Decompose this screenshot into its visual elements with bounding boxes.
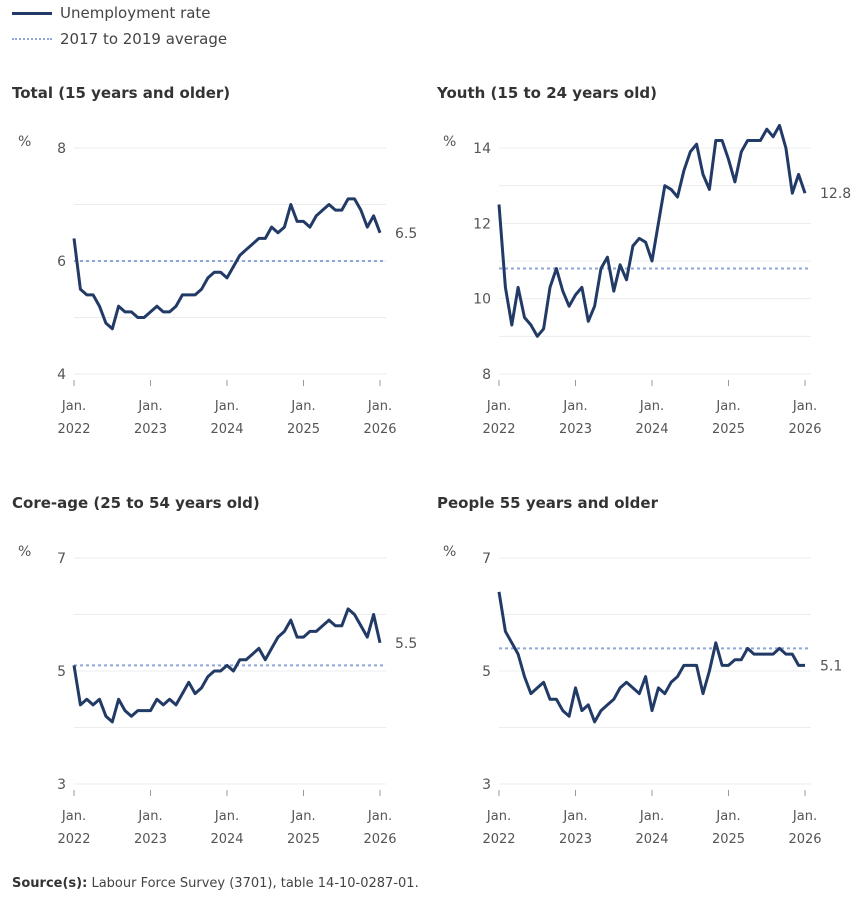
- chart-svg: % 3 5 7 Jan. 2022 Jan. 2023 Jan. 2024 Jan. 2025 Jan.…: [18, 544, 417, 847]
- y-tick-label: 3: [57, 777, 66, 793]
- legend-label: Unemployment rate: [60, 4, 211, 22]
- x-tick-label-month: Jan.: [562, 399, 587, 414]
- y-tick-label: 14: [473, 141, 491, 157]
- panel-55-plus: People 55 years and older % 3 5 7 Jan. 2022 Ja…: [425, 490, 850, 890]
- x-tick-label-month: Jan.: [715, 809, 740, 824]
- panel-total: Total (15 years and older) % 4 6 8 Jan. 2022 J…: [0, 80, 425, 480]
- x-tick-label-month: Jan.: [137, 809, 162, 824]
- x-tick-label-month: Jan.: [486, 399, 511, 414]
- x-tick-label-year: 2026: [363, 422, 396, 437]
- y-axis-unit-label: %: [18, 544, 31, 560]
- y-tick-label: 12: [473, 216, 491, 232]
- x-tick-label-year: 2026: [788, 422, 821, 437]
- x-tick-label-year: 2022: [482, 832, 515, 847]
- last-value-label: 5.1: [820, 658, 842, 674]
- y-tick-label: 4: [57, 367, 66, 383]
- legend-item-unemployment-rate: Unemployment rate: [12, 0, 227, 26]
- last-value-label: 6.5: [395, 226, 417, 242]
- legend: Unemployment rate 2017 to 2019 average: [12, 0, 227, 52]
- panel-title: Total (15 years and older): [12, 84, 231, 102]
- y-axis-unit-label: %: [443, 134, 456, 150]
- x-tick-label-year: 2025: [712, 832, 745, 847]
- x-tick-label-year: 2024: [635, 832, 668, 847]
- y-tick-label: 5: [482, 664, 491, 680]
- x-tick-label-month: Jan.: [639, 809, 664, 824]
- legend-label: 2017 to 2019 average: [60, 30, 228, 48]
- dotted-line-swatch-icon: [12, 38, 52, 40]
- y-tick-label: 8: [482, 367, 491, 383]
- x-tick-label-month: Jan.: [715, 399, 740, 414]
- x-tick-label-year: 2022: [57, 832, 90, 847]
- x-tick-label-year: 2025: [712, 422, 745, 437]
- y-axis-unit-label: %: [443, 544, 456, 560]
- x-tick-label-month: Jan.: [61, 809, 86, 824]
- chart-svg: % 3 5 7 Jan. 2022 Jan. 2023 Jan. 2024 Jan. 2025 Jan.…: [443, 544, 842, 847]
- x-tick-label-month: Jan.: [367, 399, 392, 414]
- last-value-label: 12.8: [820, 186, 851, 202]
- chart-svg: % 8 10 12 14 Jan. 2022 Jan. 2023 Jan. 2024 Jan. 2025…: [443, 123, 851, 437]
- x-tick-label-year: 2023: [134, 832, 167, 847]
- x-tick-label-month: Jan.: [137, 399, 162, 414]
- unemployment-rate-line: [497, 591, 805, 724]
- solid-line-swatch-icon: [12, 11, 52, 15]
- x-tick-label-year: 2024: [210, 832, 243, 847]
- x-tick-label-year: 2026: [788, 832, 821, 847]
- x-tick-label-year: 2023: [559, 422, 592, 437]
- x-tick-label-month: Jan.: [214, 809, 239, 824]
- y-tick-label: 6: [57, 254, 66, 270]
- x-tick-label-month: Jan.: [792, 809, 817, 824]
- chart-svg: % 4 6 8 Jan. 2022 Jan. 2023 Jan. 2024 Jan. 2025 Jan.…: [18, 134, 417, 437]
- x-tick-label-month: Jan.: [792, 399, 817, 414]
- x-tick-label-month: Jan.: [486, 809, 511, 824]
- last-value-label: 5.5: [395, 636, 417, 652]
- panel-title: People 55 years and older: [437, 494, 658, 512]
- y-tick-label: 7: [57, 551, 66, 567]
- panel-title: Youth (15 to 24 years old): [437, 84, 657, 102]
- y-axis-unit-label: %: [18, 134, 31, 150]
- x-tick-label-year: 2022: [57, 422, 90, 437]
- x-tick-label-year: 2026: [363, 832, 396, 847]
- x-tick-label-month: Jan.: [61, 399, 86, 414]
- y-tick-label: 8: [57, 141, 66, 157]
- source-label: Source(s):: [12, 876, 88, 891]
- unemployment-rate-line: [72, 197, 382, 331]
- source-text: Labour Force Survey (3701), table 14-10-…: [87, 876, 419, 891]
- y-tick-label: 3: [482, 777, 491, 793]
- y-tick-label: 5: [57, 664, 66, 680]
- panel-title: Core-age (25 to 54 years old): [12, 494, 260, 512]
- legend-item-average: 2017 to 2019 average: [12, 26, 227, 52]
- x-tick-label-month: Jan.: [290, 809, 315, 824]
- unemployment-rate-line: [497, 123, 807, 338]
- x-tick-label-month: Jan.: [639, 399, 664, 414]
- panel-core-age: Core-age (25 to 54 years old) % 3 5 7 Jan. 20…: [0, 490, 425, 890]
- x-tick-label-month: Jan.: [290, 399, 315, 414]
- x-tick-label-month: Jan.: [367, 809, 392, 824]
- x-tick-label-year: 2023: [134, 422, 167, 437]
- x-tick-label-year: 2025: [287, 832, 320, 847]
- unemployment-rate-line: [72, 607, 382, 724]
- x-tick-label-year: 2024: [635, 422, 668, 437]
- panel-youth: Youth (15 to 24 years old) % 8 10 12 14 Jan. 2…: [425, 80, 851, 480]
- x-tick-label-year: 2024: [210, 422, 243, 437]
- x-tick-label-year: 2022: [482, 422, 515, 437]
- x-tick-label-year: 2023: [559, 832, 592, 847]
- x-tick-label-year: 2025: [287, 422, 320, 437]
- source-note: Source(s): Labour Force Survey (3701), t…: [12, 876, 419, 891]
- x-tick-label-month: Jan.: [562, 809, 587, 824]
- x-tick-label-month: Jan.: [214, 399, 239, 414]
- y-tick-label: 10: [473, 292, 491, 308]
- y-tick-label: 7: [482, 551, 491, 567]
